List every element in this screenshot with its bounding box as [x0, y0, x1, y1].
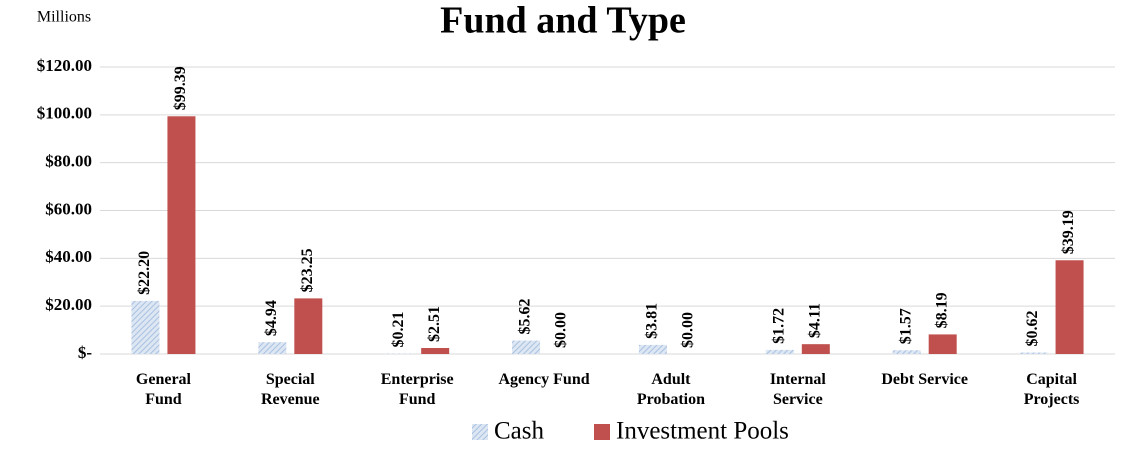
y-tick-label: $40.00 — [45, 247, 92, 266]
x-tick-label: Special Revenue — [261, 371, 320, 408]
bar — [1055, 260, 1084, 354]
bar — [928, 334, 957, 354]
value-label: $4.11 — [806, 303, 823, 338]
y-tick-label: $60.00 — [45, 199, 92, 218]
bar — [167, 116, 196, 354]
value-label: $1.72 — [770, 308, 787, 344]
axis-unit-label: Millions — [37, 9, 91, 26]
bar — [892, 350, 921, 354]
bar — [765, 349, 794, 354]
bar — [801, 344, 830, 354]
y-tick-label: $20.00 — [45, 295, 92, 314]
bar — [1019, 352, 1048, 354]
y-tick-label: $- — [78, 343, 93, 362]
value-label: $0.62 — [1024, 311, 1041, 347]
bar — [131, 300, 160, 354]
value-label: $4.94 — [263, 300, 280, 336]
legend-label: Cash — [494, 418, 545, 445]
y-tick-label: $100.00 — [37, 104, 92, 123]
x-tick-label: Internal Service — [770, 371, 827, 408]
chart-title: Fund and Type — [440, 0, 686, 42]
x-tick-label: General Fund — [136, 371, 192, 408]
value-label: $8.19 — [933, 292, 950, 328]
x-tick-label: Capital Projects — [1024, 371, 1080, 408]
x-tick-label: Enterprise Fund — [381, 371, 454, 408]
value-label: $22.20 — [136, 251, 153, 295]
legend-swatch — [472, 424, 488, 440]
bar — [638, 344, 667, 354]
bar — [385, 353, 414, 354]
value-label: $39.19 — [1060, 210, 1077, 254]
legend-swatch — [594, 424, 610, 440]
legend-label: Investment Pools — [616, 418, 789, 445]
x-tick-label: Debt Service — [881, 371, 968, 388]
bar — [258, 342, 287, 354]
value-label: $3.81 — [644, 303, 661, 339]
y-tick-label: $120.00 — [37, 56, 92, 75]
value-label: $23.25 — [299, 248, 316, 292]
bar — [294, 298, 323, 354]
value-label: $1.57 — [897, 308, 914, 344]
value-label: $0.21 — [390, 311, 407, 347]
value-label: $0.00 — [553, 312, 570, 348]
value-label: $0.00 — [680, 312, 697, 348]
x-tick-label: Adult Probation — [637, 371, 705, 408]
y-tick-label: $80.00 — [45, 152, 92, 171]
bar — [421, 347, 450, 354]
value-label: $99.39 — [172, 66, 189, 110]
value-label: $2.51 — [426, 306, 443, 342]
x-tick-label: Agency Fund — [499, 371, 590, 388]
bar — [512, 340, 541, 354]
value-label: $5.62 — [517, 299, 534, 335]
